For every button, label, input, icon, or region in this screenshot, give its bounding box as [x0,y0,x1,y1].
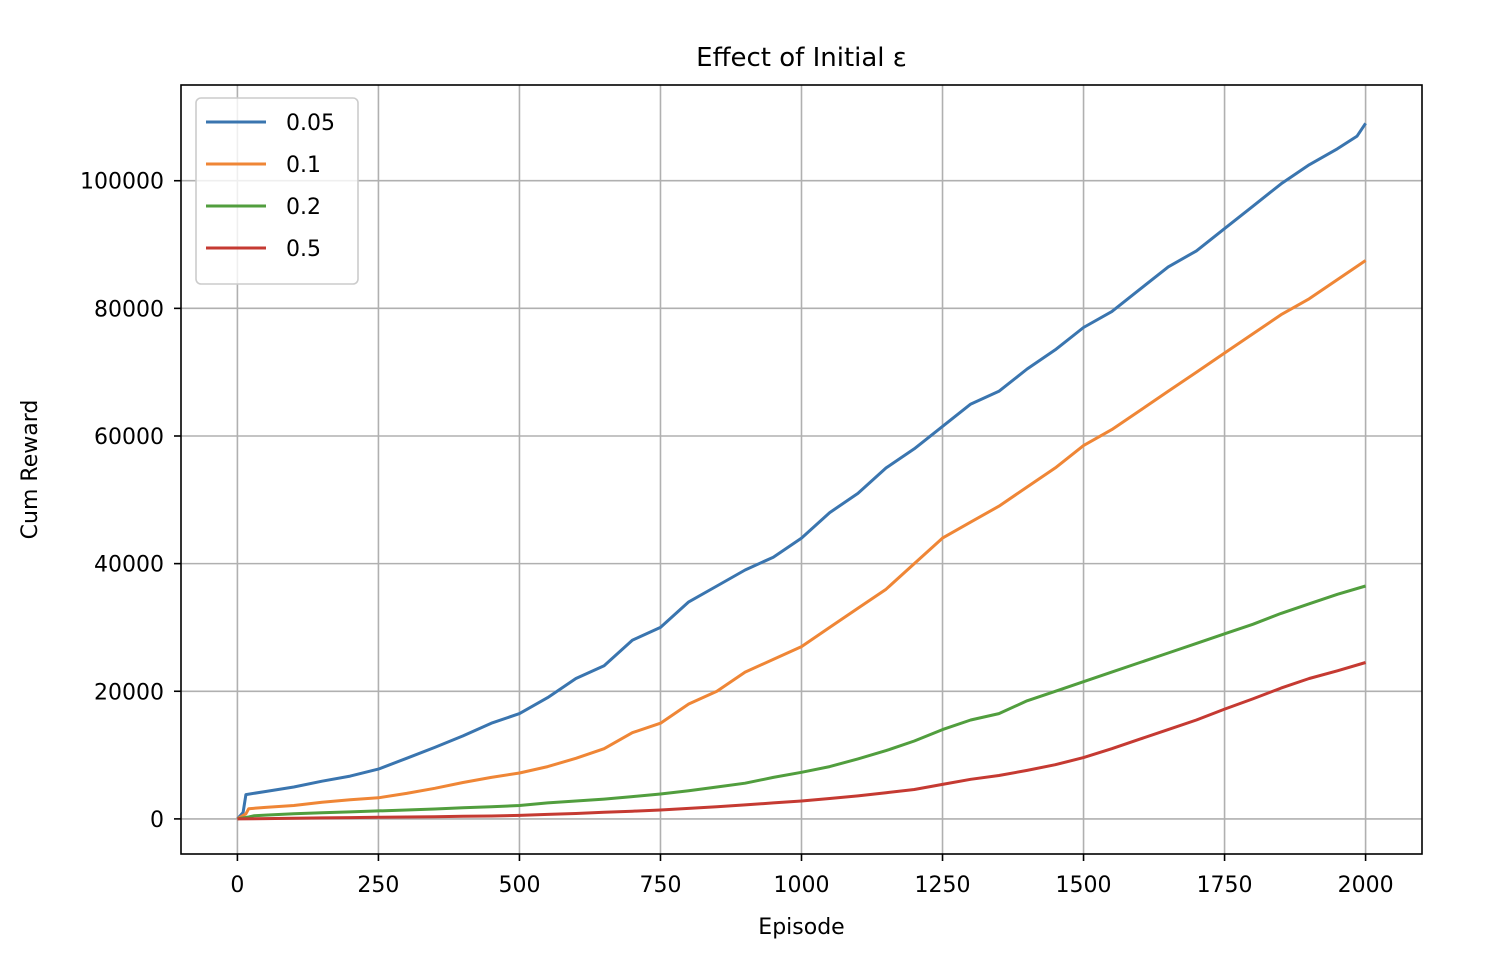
legend-label: 0.2 [286,195,321,220]
legend-label: 0.1 [286,153,321,178]
chart-title: Effect of Initial ε [696,43,907,73]
x-tick-label: 1000 [774,873,830,898]
x-tick-label: 500 [498,873,540,898]
series-line-0.2 [237,584,1367,821]
y-tick-label: 0 [150,808,164,833]
x-tick-label: 1750 [1197,873,1253,898]
x-tick-label: 1250 [915,873,971,898]
x-tick-label: 2000 [1338,873,1394,898]
legend-label: 0.5 [286,237,321,262]
x-axis-title: Episode [758,915,844,940]
legend: 0.05 0.1 0.2 0.5 [195,97,359,285]
x-tick-label: 750 [639,873,681,898]
x-tick-label: 0 [230,873,244,898]
y-tick-label: 100000 [80,170,164,195]
series-line-0.5 [237,661,1367,821]
series-line-0.05 [236,122,1367,820]
y-tick-label: 20000 [94,680,164,705]
grid [181,85,1422,854]
y-tick-label: 60000 [94,425,164,450]
y-tick-label: 80000 [94,297,164,322]
axis-ticks: 0 250 500 750 1000 1250 1500 1750 20000200004000… [80,170,1394,898]
x-tick-label: 250 [357,873,399,898]
x-tick-label: 1500 [1056,873,1112,898]
series-line-0.1 [236,259,1367,821]
series-lines [236,122,1367,821]
legend-box [195,97,359,285]
y-tick-label: 40000 [94,553,164,578]
y-axis-title: Cum Reward [18,400,43,540]
legend-label: 0.05 [286,111,335,136]
